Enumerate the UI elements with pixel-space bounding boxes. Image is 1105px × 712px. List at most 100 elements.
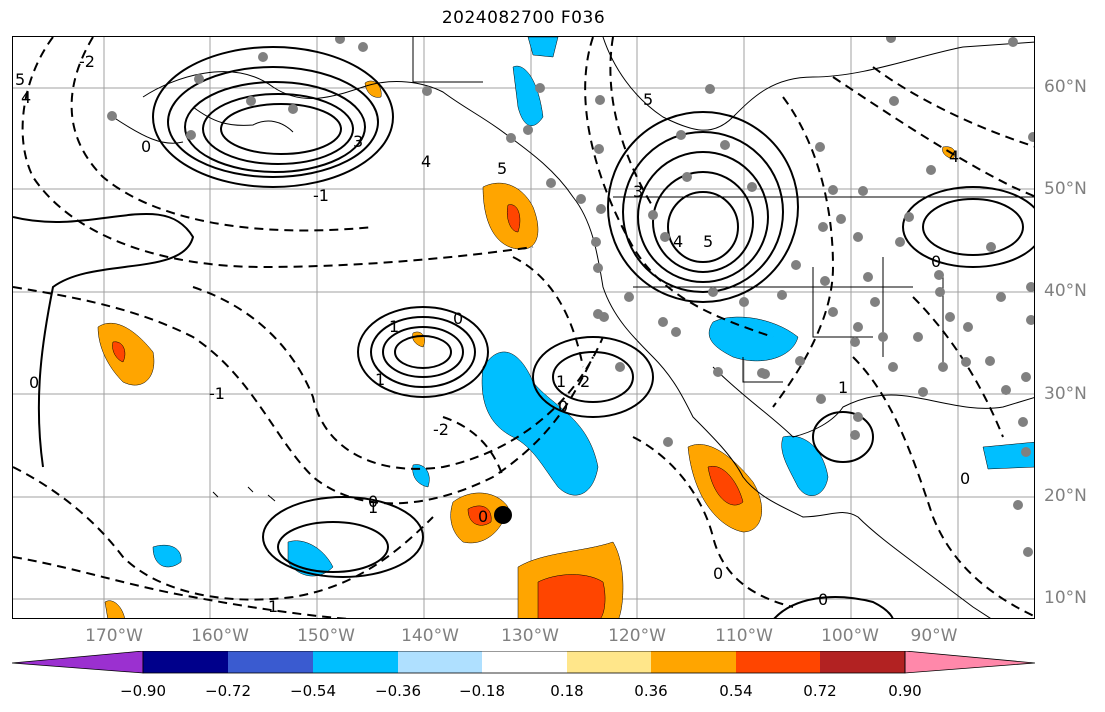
station-marker [828,307,838,317]
contour-label-0: 0 [960,469,970,488]
colorbar-frame [142,651,906,674]
contour-label-1: 1 [389,317,399,336]
contours [13,46,1034,618]
lon-label-170w: 170°W [85,626,143,646]
contour-label-1: 1 [375,370,385,389]
contour-label-neg2: -2 [79,52,95,71]
colorbar-tick: 0.90 [888,682,922,700]
contour-line [667,191,739,263]
colorbar-segment [398,651,482,673]
station-marker [660,232,670,242]
station-marker [663,437,673,447]
contour-label-1: 1 [268,597,278,616]
positive-anomaly-region [467,505,492,526]
contour-line [357,306,489,398]
contour-label-0: 0 [818,590,828,609]
station-marker [961,357,971,367]
station-marker [186,130,196,140]
station-marker [791,260,801,270]
contour-line [902,186,1034,268]
station-marker [795,356,805,366]
positive-anomaly-region [104,600,125,618]
map-title: 2024082700 F036 [441,8,606,28]
station-marker [918,387,928,397]
station-marker [258,52,268,62]
station-marker [1021,372,1031,382]
station-marker [853,412,863,422]
colorbar-tick: −0.54 [290,682,336,700]
station-marker [757,368,767,378]
colorbar [12,651,1035,674]
station-marker [506,133,516,143]
contour-label-4: 4 [949,147,959,166]
station-marker [828,185,838,195]
contour-label-0: 0 [141,137,151,156]
station-marker [713,367,723,377]
contour-line [202,93,354,165]
map-line [21,37,534,269]
contour-line [552,351,634,403]
station-marker [1021,447,1031,457]
station-marker [934,270,944,280]
map-line [742,357,783,383]
contour-label-0: 0 [558,397,568,416]
station-marker [986,242,996,252]
station-marker [853,232,863,242]
station-marker [938,362,948,372]
colorbar-tick: 0.72 [803,682,837,700]
station-marker [591,237,601,247]
contour-line [812,411,874,463]
positive-anomaly-region [942,146,956,160]
station-marker [576,194,586,204]
station-marker [747,182,757,192]
station-marker [288,104,298,114]
negative-anomaly-region [152,544,182,568]
lon-label-110w: 110°W [715,626,773,646]
station-marker [720,140,730,150]
station-marker [739,297,749,307]
contour-line [277,521,389,573]
map-line [13,466,434,601]
contour-line [152,46,394,188]
lon-label-120w: 120°W [608,626,666,646]
contour-line [220,103,342,155]
map-line [712,366,1034,438]
contour-label-0: 0 [931,252,941,271]
lon-label-100w: 100°W [821,626,879,646]
station-marker [708,287,718,297]
map-line [412,37,483,83]
contour-line [532,336,654,418]
contour-label-neg1: -1 [313,186,329,205]
station-marker [815,142,825,152]
station-marker [853,322,863,332]
contour-label-5: 5 [15,70,25,89]
negative-anomaly-region [412,464,430,488]
map-line [442,416,504,478]
station-marker [895,237,905,247]
station-marker [1008,37,1018,47]
station-marker [523,125,533,135]
station-marker [682,172,692,182]
lat-label-40n: 40°N [1044,281,1087,301]
station-marker [705,84,715,94]
contour-label-0: 0 [29,373,39,392]
contour-label-0: 0 [453,309,463,328]
colorbar-segment [313,651,398,673]
map-line [13,286,594,505]
station-marker [820,276,830,286]
station-marker [107,111,117,121]
station-marker [870,297,880,307]
station-markers [107,37,1034,557]
contour-labels: 5 4 -2 0 -1 3 4 5 3 4 5 5 0 1 1 1 2 0 0 … [15,52,970,616]
colorbar-segment [820,651,905,673]
station-marker [850,337,860,347]
lat-label-20n: 20°N [1044,486,1087,506]
negative-anomaly-region [527,37,559,58]
negative-anomaly-region [512,65,544,126]
station-marker [1023,547,1033,557]
station-marker [963,322,973,332]
contour-label-0: 0 [368,492,378,511]
station-marker [904,212,914,222]
map-line [512,256,584,368]
contour-line [382,326,464,378]
